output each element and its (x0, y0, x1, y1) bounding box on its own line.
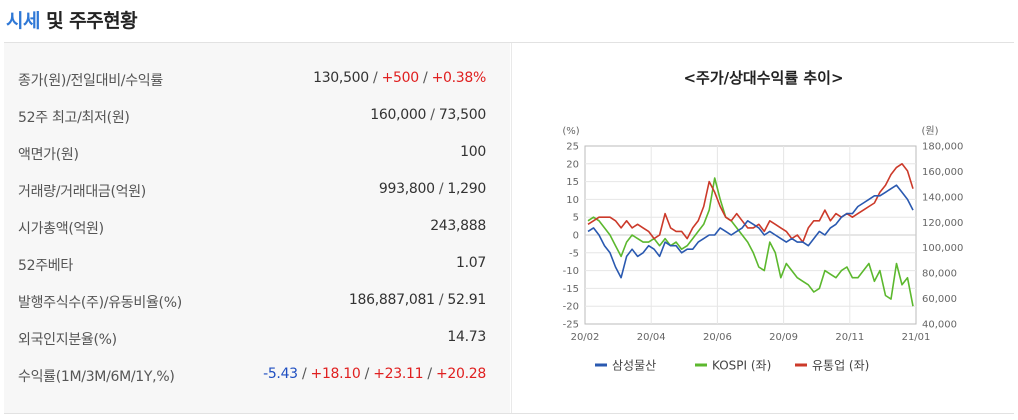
value-separator: / (368, 70, 382, 86)
stat-value: 1.07 (456, 255, 486, 271)
x-tick-label: 20/11 (835, 332, 864, 343)
stat-row: 외국인지분율(%) 14.73 (4, 320, 510, 357)
x-tick-label: 20/02 (571, 332, 600, 343)
legend-label: KOSPI (좌) (712, 359, 771, 373)
value-separator: / (426, 107, 439, 123)
stat-value-part: 52.91 (447, 292, 486, 308)
left-tick-label: 10 (566, 195, 579, 206)
value-separator: / (360, 366, 374, 382)
stat-value: 186,887,081 / 52.91 (349, 292, 486, 308)
section-title-accent: 시세 (6, 10, 40, 32)
stat-value: 243,888 (430, 218, 486, 234)
left-tick-label: 15 (566, 177, 579, 188)
right-tick-label: 120,000 (922, 218, 963, 229)
stat-value: 130,500 / +500 / +0.38% (313, 70, 486, 86)
stat-row: 종가(원)/전일대비/수익률 130,500 / +500 / +0.38% (4, 61, 510, 98)
left-axis-unit: (%) (562, 126, 579, 137)
stat-label: 액면가(원) (18, 147, 79, 163)
left-tick-label: -10 (563, 266, 579, 277)
right-tick-label: 60,000 (922, 294, 957, 305)
legend-label: 유통업 (좌) (812, 359, 869, 373)
stat-value-part: +0.38% (431, 70, 487, 86)
stat-value-part: 1.07 (456, 255, 486, 271)
stat-value-part: 243,888 (430, 218, 486, 234)
stat-value-part: +20.28 (435, 366, 486, 382)
right-tick-label: 40,000 (922, 320, 957, 331)
stat-value-part: +23.11 (373, 366, 424, 382)
stat-value-part: 73,500 (438, 107, 486, 123)
stats-table: 종가(원)/전일대비/수익률 130,500 / +500 / +0.38% 52주… (4, 43, 510, 413)
market-panel: 종가(원)/전일대비/수익률 130,500 / +500 / +0.38% 52주… (4, 42, 1014, 414)
stat-label: 수익률(1M/3M/6M/1Y,%) (18, 369, 175, 385)
stat-label: 52주베타 (18, 258, 73, 274)
stat-row: 52주 최고/최저(원) 160,000 / 73,500 (4, 98, 510, 135)
value-separator: / (423, 366, 436, 382)
stat-value-part: 130,500 (313, 70, 369, 86)
stat-value-part: 1,290 (447, 181, 486, 197)
stat-value-part: +500 (381, 70, 420, 86)
stat-label: 외국인지분율(%) (18, 332, 117, 348)
left-tick-label: 5 (573, 213, 579, 224)
stat-value: 993,800 / 1,290 (379, 181, 486, 197)
left-tick-label: 0 (573, 231, 579, 242)
section-title-rest: 및 주주현황 (39, 10, 138, 32)
stat-label: 52주 최고/최저(원) (18, 110, 130, 126)
series-line (587, 177, 914, 307)
stat-value: -5.43 / +18.10 / +23.11 / +20.28 (263, 366, 486, 382)
left-tick-label: -5 (569, 248, 579, 259)
stat-value-part: 14.73 (447, 329, 486, 345)
stat-value-part: 160,000 (370, 107, 427, 123)
price-return-chart: 25 20 15 10 5 0 -5 -10 -15 -20 -25 180,000 160,000 14… (562, 125, 963, 373)
value-separator: / (434, 181, 448, 197)
stat-row: 거래량/거래대금(억원) 993,800 / 1,290 (4, 172, 510, 209)
right-tick-label: 80,000 (922, 269, 957, 280)
left-tick-label: 20 (566, 159, 579, 170)
stat-value-part: 993,800 (378, 181, 435, 197)
x-tick-label: 21/01 (902, 332, 931, 343)
stat-value-part: 186,887,081 (348, 292, 435, 308)
right-tick-label: 160,000 (922, 167, 963, 178)
right-tick-label: 100,000 (922, 243, 963, 254)
chart-title: <주가/상대수익률 추이> (683, 69, 844, 87)
right-tick-label: 140,000 (922, 192, 963, 203)
stat-label: 거래량/거래대금(억원) (18, 184, 146, 200)
left-tick-label: -20 (563, 302, 579, 313)
stat-row: 수익률(1M/3M/6M/1Y,%) -5.43 / +18.10 / +23.1… (4, 357, 510, 394)
series-line (587, 163, 914, 243)
right-axis-unit: (원) (921, 125, 938, 137)
value-separator: / (418, 70, 432, 86)
x-tick-label: 20/04 (637, 332, 666, 343)
stat-value: 100 (460, 144, 486, 160)
series-line (587, 184, 914, 279)
stat-row: 52주베타 1.07 (4, 246, 510, 283)
stat-value-part: 100 (460, 144, 486, 160)
stat-value-part: -5.43 (263, 366, 298, 382)
legend-label: 삼성물산 (612, 359, 656, 373)
section-title: 시세 및 주주현황 (6, 6, 138, 33)
stat-label: 시가총액(억원) (18, 221, 104, 237)
stat-label: 종가(원)/전일대비/수익률 (18, 73, 163, 89)
value-separator: / (434, 292, 448, 308)
stat-row: 액면가(원) 100 (4, 135, 510, 172)
x-tick-label: 20/09 (769, 332, 798, 343)
right-tick-label: 180,000 (922, 142, 963, 153)
stat-row: 시가총액(억원) 243,888 (4, 209, 510, 246)
left-tick-label: -25 (563, 320, 579, 331)
left-tick-label: 25 (566, 142, 579, 153)
stat-row: 발행주식수(주)/유동비율(%) 186,887,081 / 52.91 (4, 283, 510, 320)
x-tick-label: 20/06 (703, 332, 732, 343)
stat-value: 14.73 (447, 329, 486, 345)
value-separator: / (297, 366, 311, 382)
stat-value-part: +18.10 (310, 366, 361, 382)
stat-value: 160,000 / 73,500 (370, 107, 486, 123)
stat-label: 발행주식수(주)/유동비율(%) (18, 295, 182, 311)
chart-panel: <주가/상대수익률 추이> 25 20 15 10 5 0 -5 -10 -15 -20 -25 18… (511, 43, 1014, 413)
left-tick-label: -15 (563, 284, 579, 295)
